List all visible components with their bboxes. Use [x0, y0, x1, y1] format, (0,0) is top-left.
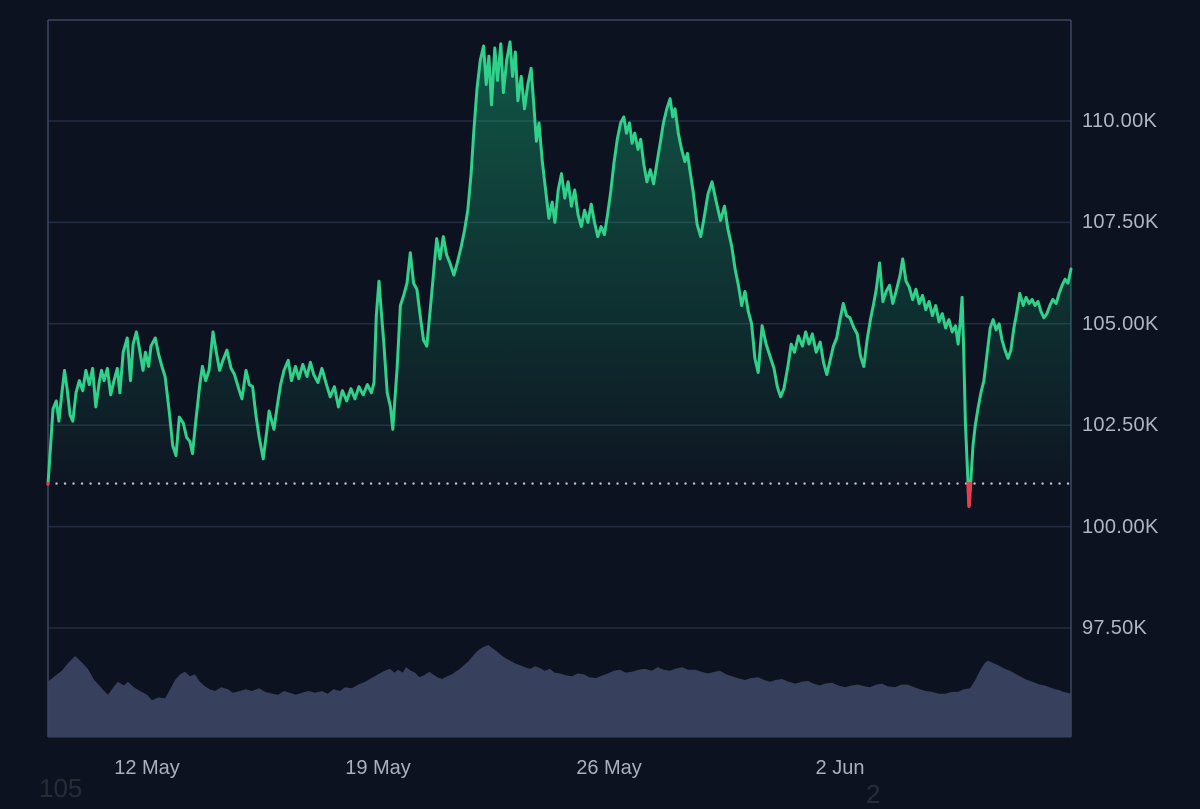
y-axis-label: 102.50K: [1082, 414, 1159, 436]
x-axis-label: 2 Jun: [815, 757, 865, 779]
y-axis-label: 107.50K: [1082, 211, 1159, 233]
y-axis-label: 110.00K: [1082, 110, 1158, 132]
price-line-down: [966, 482, 973, 508]
price-area-up: [48, 41, 1071, 484]
price-line-up: [46, 40, 1073, 508]
y-axis-label: 97.50K: [1082, 617, 1148, 639]
volume-area: [48, 645, 1071, 737]
clipped-bottom-left-text: 105: [39, 773, 83, 803]
clipped-bottom-right-text: 2: [866, 779, 881, 809]
x-axis-label: 19 May: [345, 757, 411, 779]
y-axis-label: 100.00K: [1082, 516, 1159, 538]
y-axis-label: 105.00K: [1082, 313, 1159, 335]
x-axis-label: 26 May: [576, 757, 642, 779]
x-axis-label: 12 May: [114, 757, 180, 779]
